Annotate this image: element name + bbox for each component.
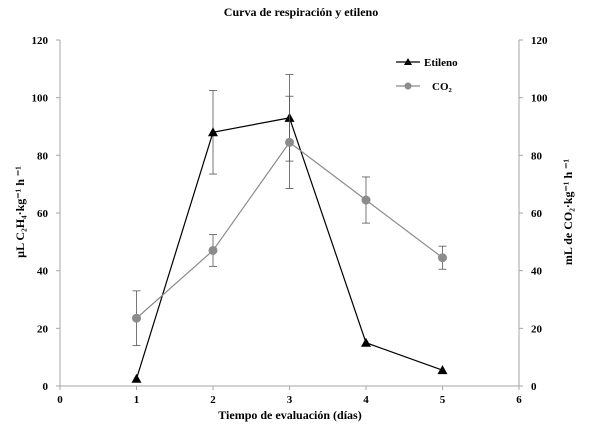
y-left-tick-label: 100	[32, 93, 49, 105]
x-tick-label: 4	[363, 394, 369, 406]
series-1	[132, 95, 447, 347]
y-left-tick-label: 20	[37, 323, 49, 335]
data-point	[208, 245, 218, 255]
y-right-tick-label: 0	[531, 381, 537, 393]
legend-item: Etileno	[396, 57, 458, 69]
series-layer	[131, 74, 448, 383]
x-tick-label: 2	[210, 394, 216, 406]
chart-title: Curva de respiración y etileno	[224, 5, 378, 19]
y-axis-right-label: mL de CO₂·kg⁻¹ h ⁻¹	[561, 159, 575, 266]
y-left-tick-label: 60	[37, 208, 49, 220]
legend: Etileno CO₂	[396, 57, 458, 93]
x-tick-label: 0	[57, 394, 63, 406]
y-right-tick-label: 40	[531, 266, 543, 278]
legend-label: CO₂	[432, 81, 453, 93]
y-right-tick-label: 120	[531, 35, 548, 47]
y-right-tick-label: 100	[531, 93, 548, 105]
y-left-tick-label: 120	[32, 35, 49, 47]
legend-swatch-marker	[404, 58, 412, 65]
data-point	[131, 373, 142, 383]
x-tick-label: 5	[440, 394, 446, 406]
y-right-tick-label: 60	[531, 208, 543, 220]
data-point	[437, 365, 448, 375]
x-tick-label: 3	[287, 394, 293, 406]
y-axis-left-label: µL C₂H₄·kg⁻¹ h ⁻¹	[13, 166, 27, 258]
y-right-tick-label: 20	[531, 323, 543, 335]
y-right-tick-label: 80	[531, 150, 543, 162]
y-left-tick-label: 80	[37, 150, 49, 162]
legend-swatch-marker	[404, 82, 412, 90]
data-point	[208, 127, 218, 137]
data-point	[438, 253, 447, 263]
data-point	[361, 337, 371, 347]
data-point	[132, 313, 141, 323]
legend-item: CO₂	[396, 81, 453, 93]
data-point	[361, 195, 371, 205]
x-tick-label: 1	[134, 394, 140, 406]
x-axis-label: Tiempo de evaluación (días)	[218, 408, 361, 422]
y-left-tick-label: 40	[37, 266, 49, 278]
y-left-tick-label: 0	[43, 381, 49, 393]
data-point	[285, 137, 294, 147]
legend-label: Etileno	[424, 57, 458, 69]
x-tick-label: 6	[516, 394, 522, 406]
